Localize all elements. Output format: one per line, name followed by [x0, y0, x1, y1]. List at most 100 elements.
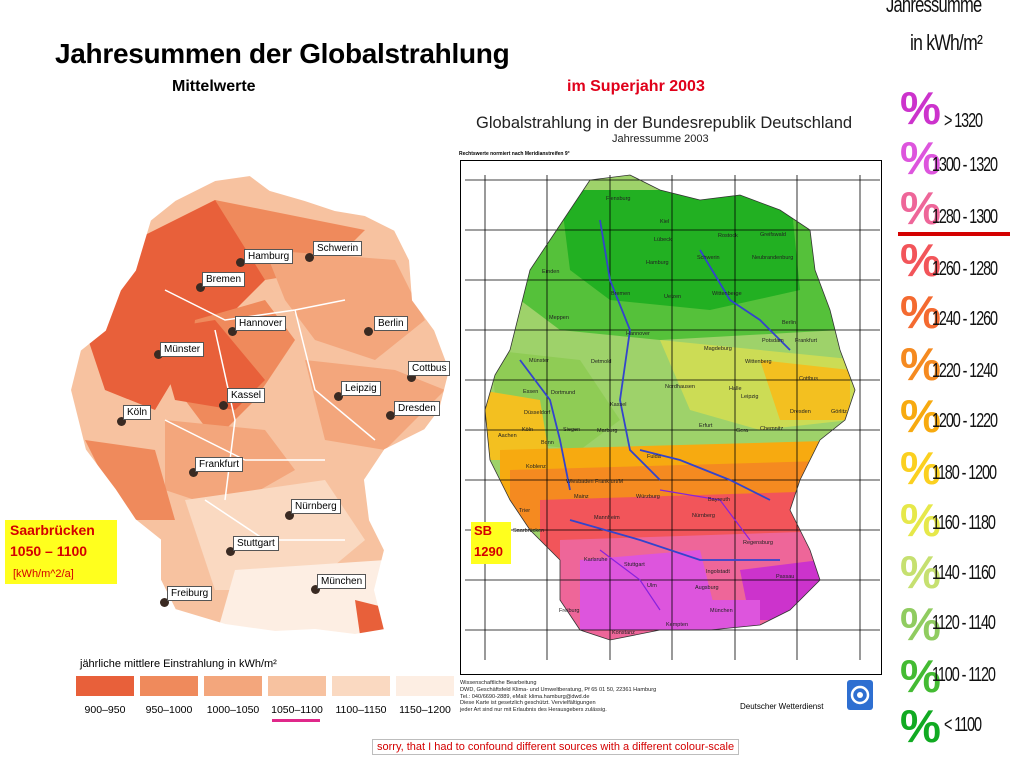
dwd-map-note: Rechtswerte normiert nach Meridianstreif… [459, 151, 570, 157]
rcity: Passau [776, 574, 795, 580]
scale-label: 1160 - 1180 [932, 512, 996, 534]
rcity: Trier [519, 508, 531, 514]
rcity: Bremen [611, 291, 631, 297]
city-label-muenchen: München [317, 574, 367, 589]
scale-color-glyph: % [900, 650, 941, 702]
city-dot-freiburg [160, 598, 169, 607]
rcity: Magdeburg [704, 346, 732, 352]
city-dot-hannover [228, 327, 237, 336]
rcity: Leipzig [741, 394, 759, 400]
city-label-dresden: Dresden [394, 401, 440, 416]
legend-highlight-underline [272, 719, 320, 722]
rcity: Detmold [591, 359, 612, 365]
rcity: Uelzen [664, 294, 682, 300]
scale-label: 1240 - 1260 [932, 308, 998, 330]
scale-color-glyph: % [900, 286, 941, 338]
city-label-schwerin: Schwerin [313, 241, 363, 256]
sb-callout [471, 522, 511, 564]
scale-heading-line1: Jahressumme [886, 0, 982, 17]
city-dot-nuernberg [285, 511, 294, 520]
rcity: Dortmund [551, 390, 576, 396]
scale-label: 1140 - 1160 [932, 562, 996, 584]
credit-line: DWD, Geschäftsfeld Klima- und Umweltbera… [460, 686, 657, 693]
city-dot-koeln [117, 417, 126, 426]
rcity: Flensburg [606, 196, 631, 202]
rcity: Lübeck [654, 237, 672, 243]
legend-label: 1000–1050 [206, 704, 260, 716]
legend-swatch [268, 676, 326, 696]
rcity: Neubrandenburg [752, 255, 794, 261]
rcity: Erfurt [699, 423, 713, 429]
saarbruecken-name: Saarbrücken [10, 522, 95, 538]
scale-color-glyph: % [900, 598, 941, 650]
scale-color-glyph: % [900, 338, 941, 390]
credit-line: jeder Art sind nur mit Erlaubnis des Her… [460, 707, 607, 714]
city-dot-muenchen [311, 585, 320, 594]
rcity: Karlsruhe [584, 557, 608, 563]
rcity: Gera [736, 428, 749, 434]
rcity: Ingolstadt [706, 569, 730, 575]
credit-line: Wissenschaftliche Bearbeitung [460, 680, 537, 686]
dwd-map-title: Globalstrahlung in der Bundesrepublik De… [476, 114, 853, 132]
rcity: Essen [523, 389, 539, 395]
rcity: Chemnitz [760, 426, 784, 432]
sb-value-marker-line [898, 232, 1010, 236]
sb-name: SB [474, 523, 493, 538]
dwd-publisher: Deutscher Wetterdienst [740, 702, 824, 711]
credit-line: Diese Karte ist gesetzlich geschützt. Ve… [460, 700, 596, 707]
city-dot-kassel [219, 401, 228, 410]
legend-swatch [140, 676, 198, 696]
city-dot-berlin [364, 327, 373, 336]
city-dot-leipzig [334, 392, 343, 401]
rcity: Stuttgart [624, 562, 645, 568]
scale-label: < 1100 [944, 714, 982, 736]
city-dot-bremen [196, 283, 205, 292]
rcity: München [710, 608, 733, 614]
rcity: Bayreuth [708, 497, 731, 503]
rcity: Mainz [574, 494, 589, 500]
legend-title: jährliche mittlere Einstrahlung in kWh/m… [80, 658, 277, 670]
scale-label: 1260 - 1280 [932, 258, 998, 280]
rcity: Görlitz [831, 409, 847, 415]
city-label-hannover: Hannover [235, 316, 287, 331]
rcity: Ulm [647, 583, 657, 589]
rcity: Hannover [626, 331, 650, 337]
city-dot-schwerin [305, 253, 314, 262]
city-dot-hamburg [236, 258, 245, 267]
city-label-nuernberg: Nürnberg [291, 499, 341, 514]
rcity: Meppen [549, 315, 569, 321]
rcity: Würzburg [636, 494, 660, 500]
rcity: Nordhausen [665, 384, 695, 390]
scale-label: 1300 - 1320 [932, 154, 998, 176]
scale-label: 1180 - 1200 [932, 462, 997, 484]
rcity: Frankfurt [795, 338, 818, 344]
city-dot-muenster [154, 350, 163, 359]
rcity: Emden [542, 269, 560, 275]
city-label-bremen: Bremen [202, 272, 246, 287]
scale-label: 1220 - 1240 [932, 360, 998, 382]
legend-label: 1150–1200 [399, 704, 451, 716]
city-label-hamburg: Hamburg [244, 249, 294, 264]
legend-label: 900–950 [84, 704, 126, 716]
rcity: Konstanz [612, 630, 635, 636]
scale-color-glyph: % [900, 390, 941, 442]
rcity: Bonn [541, 440, 554, 446]
legend-swatch [204, 676, 262, 696]
city-dot-stuttgart [226, 547, 235, 556]
subtitle-superjahr: im Superjahr 2003 [567, 78, 705, 95]
city-label-frankfurt: Frankfurt [195, 457, 244, 472]
dwd-map-subtitle: Jahressumme 2003 [612, 133, 709, 145]
rcity: Rostock [718, 233, 738, 239]
sb-value: 1290 [474, 544, 503, 559]
city-label-cottbus: Cottbus [408, 361, 451, 376]
rcity: Greifswald [760, 232, 786, 238]
rcity: Kassel [610, 402, 627, 408]
page-title: Jahresummen der Globalstrahlung [55, 38, 510, 69]
rcity: Koblenz [526, 464, 546, 470]
scale-color-glyph: % [900, 182, 941, 234]
scale-label: 1280 - 1300 [932, 206, 998, 228]
legend-swatch [76, 676, 134, 696]
scale-color-glyph: % [900, 494, 941, 546]
scale-label: 1120 - 1140 [932, 612, 996, 634]
legend-label: 950–1000 [145, 704, 193, 716]
